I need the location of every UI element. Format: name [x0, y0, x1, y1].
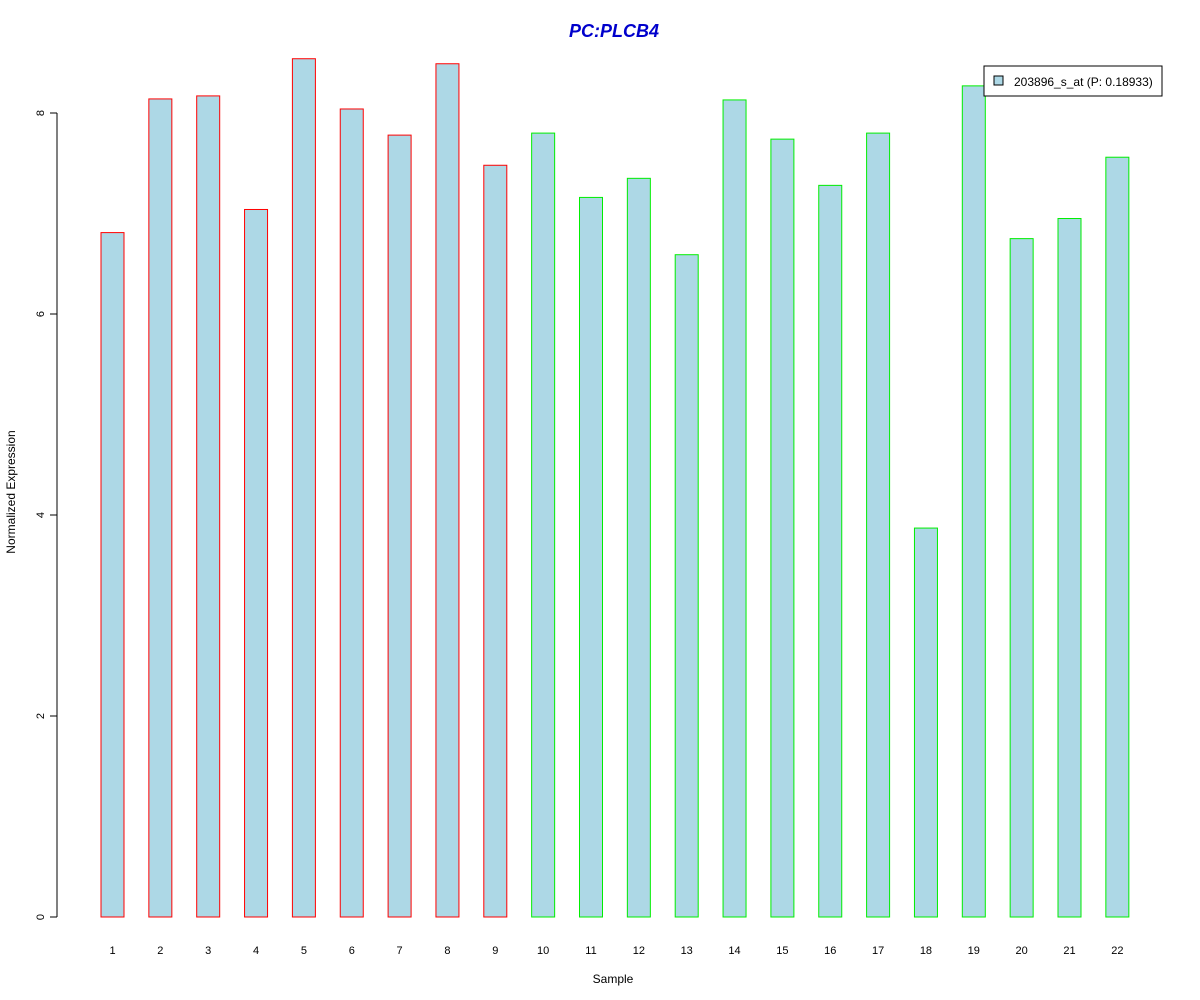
x-axis-tick-labels: 1 2 3 4 5 6 7 8 9 10 11 12 13 14 15 16 17 18 19 20 21 22: [109, 945, 1123, 957]
bar-sample-17: [866, 132, 891, 918]
bar-sample-6: [339, 108, 364, 918]
y-tick-label: 0: [35, 914, 47, 920]
bar-sample-21: [1057, 218, 1082, 918]
x-tick-label: 20: [1016, 945, 1028, 957]
bar-sample-1: [100, 232, 125, 918]
x-tick-label: 22: [1111, 945, 1123, 957]
bar-sample-20: [1009, 238, 1034, 918]
x-tick-label: 9: [492, 945, 498, 957]
y-axis: 0 2 4 6 8: [35, 110, 58, 920]
bar-sample-12: [626, 177, 651, 918]
x-axis-title: Sample: [593, 972, 634, 986]
x-tick-label: 19: [968, 945, 980, 957]
bar-sample-15: [770, 138, 795, 918]
x-tick-label: 1: [109, 945, 115, 957]
x-tick-label: 13: [681, 945, 693, 957]
legend-box: [983, 65, 1163, 97]
x-tick-label: 10: [537, 945, 549, 957]
bars: [100, 58, 1130, 918]
legend: 203896_s_at (P: 0.18933): [983, 65, 1163, 97]
bar-sample-2: [148, 98, 173, 918]
bar-sample-7: [387, 134, 412, 918]
bar-sample-5: [291, 58, 316, 918]
y-axis-title: Normalized Expression: [4, 430, 18, 553]
x-tick-label: 2: [157, 945, 163, 957]
legend-label: 203896_s_at (P: 0.18933): [1014, 75, 1153, 89]
chart-title: PC:PLCB4: [569, 21, 659, 41]
bar-sample-18: [913, 527, 938, 918]
x-tick-label: 8: [444, 945, 450, 957]
x-tick-label: 16: [824, 945, 836, 957]
x-tick-label: 18: [920, 945, 932, 957]
bar-sample-10: [531, 132, 556, 918]
x-tick-label: 3: [205, 945, 211, 957]
bar-sample-13: [674, 254, 699, 918]
x-tick-label: 15: [776, 945, 788, 957]
y-tick-label: 2: [35, 713, 47, 719]
y-tick-label: 6: [35, 311, 47, 317]
x-tick-label: 12: [633, 945, 645, 957]
bar-sample-16: [818, 184, 843, 918]
x-tick-label: 21: [1063, 945, 1075, 957]
bar-sample-11: [579, 196, 603, 918]
y-tick-label: 8: [35, 110, 47, 116]
bar-sample-4: [244, 208, 269, 918]
x-tick-label: 6: [349, 945, 355, 957]
x-tick-label: 11: [585, 945, 596, 957]
x-tick-label: 5: [301, 945, 307, 957]
bar-sample-19: [961, 85, 986, 918]
legend-swatch: [993, 75, 1004, 86]
y-tick-label: 4: [35, 512, 47, 518]
bar-sample-14: [722, 99, 747, 918]
bar-sample-22: [1105, 156, 1130, 918]
x-tick-label: 14: [728, 945, 740, 957]
x-tick-label: 4: [253, 945, 259, 957]
bar-sample-8: [435, 63, 460, 918]
x-tick-label: 7: [397, 945, 403, 957]
bar-sample-9: [483, 164, 508, 918]
x-tick-label: 17: [872, 945, 884, 957]
bar-sample-3: [196, 95, 221, 918]
